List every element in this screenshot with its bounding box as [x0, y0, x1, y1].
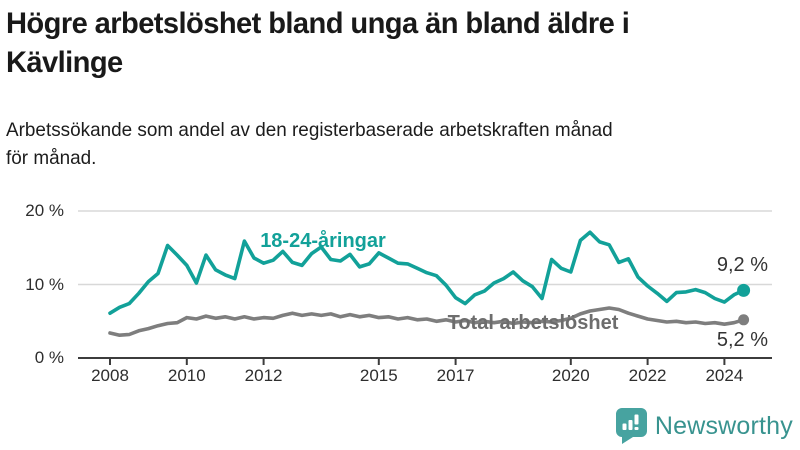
newsworthy-chart-bubble-icon — [615, 407, 647, 444]
youth-series-label: 18-24-åringar — [260, 230, 386, 252]
youth-unemployment-line — [108, 230, 746, 316]
newsworthy-logo[interactable]: Newsworthy — [615, 406, 793, 446]
title-line-1: Högre arbetslöshet bland unga än bland ä… — [6, 7, 630, 40]
x-tick-label: 2008 — [91, 366, 129, 385]
youth-end-dot — [737, 283, 751, 297]
subtitle-line-1: Arbetssökande som andel av den registerb… — [6, 119, 613, 141]
page-title: Högre arbetslöshet bland unga än bland ä… — [6, 4, 763, 82]
bar-chart-glyph — [622, 414, 639, 430]
x-tick-label: 2010 — [167, 366, 206, 385]
x-tick-label: 2024 — [705, 366, 744, 385]
newsworthy-wordmark: Newsworthy — [654, 411, 793, 440]
axis-ticks — [109, 358, 726, 365]
y-tick-label: 0 % — [34, 348, 64, 367]
total-end-dot — [738, 314, 750, 326]
gridlines — [78, 210, 772, 359]
title-line-2: Kävlinge — [6, 46, 123, 79]
total-series-label: Total arbetslöshet — [447, 312, 619, 334]
x-tick-label: 2017 — [436, 366, 475, 385]
y-tick-label: 10 % — [25, 274, 64, 294]
youth-end-value-label: 9,2 % — [716, 254, 768, 276]
subtitle-line-2: för månad. — [6, 147, 97, 169]
x-tick-label: 2022 — [628, 366, 667, 385]
x-tick-label: 2020 — [551, 366, 590, 385]
chart-subtitle: Arbetssökande som andel av den registerb… — [6, 116, 763, 172]
x-tick-label: 2015 — [359, 366, 398, 385]
y-tick-label: 20 % — [25, 201, 64, 220]
total-unemployment-line — [108, 306, 746, 338]
total-end-value-label: 5,2 % — [716, 329, 768, 351]
x-tick-label: 2012 — [244, 366, 283, 385]
